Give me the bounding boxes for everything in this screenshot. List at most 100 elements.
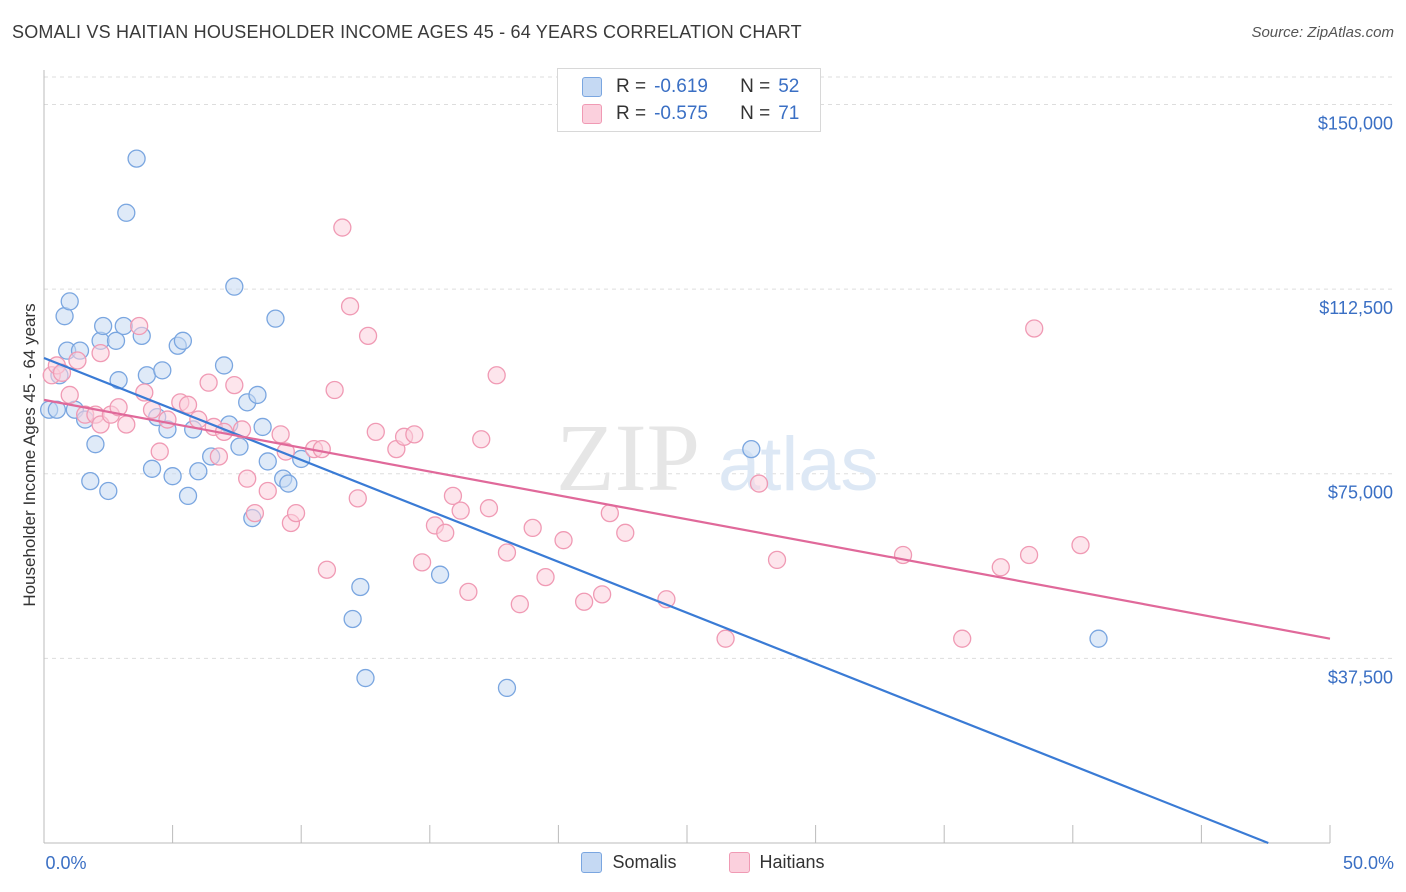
data-point-somalis: [173, 331, 193, 350]
data-point-haitians: [348, 489, 367, 508]
data-point-somalis: [163, 467, 182, 486]
legend-r-value: -0.619: [654, 76, 708, 97]
data-point-haitians: [459, 582, 478, 602]
legend-swatch-somalis: [582, 77, 602, 97]
y-tick-labels: $37,500 $75,000 $112,500 $150,000: [1318, 113, 1393, 687]
legend-n-value: 52: [778, 76, 800, 97]
y-tick-label: $37,500: [1328, 667, 1393, 687]
data-point-somalis: [266, 309, 285, 328]
bottom-legend-label-somalis: Somalis: [612, 852, 677, 872]
data-point-haitians: [286, 503, 306, 523]
source-label: Source: ZipAtlas.com: [1251, 24, 1394, 41]
data-point-haitians: [209, 447, 229, 466]
bottom-legend-swatch-somalis: [581, 852, 603, 873]
legend-n-label: N =: [740, 103, 771, 124]
data-point-haitians: [317, 560, 337, 579]
data-point-somalis: [178, 486, 198, 506]
data-point-somalis: [258, 452, 277, 471]
legend-row-somalis: R = -0.619 N = 52: [582, 74, 799, 100]
trendlines: [43, 357, 1331, 845]
bottom-legend-somalis: Somalis: [581, 852, 677, 873]
data-point-haitians: [412, 553, 432, 572]
bottom-legend-swatch-haitians: [728, 852, 750, 873]
data-point-somalis: [343, 609, 362, 629]
legend-n-label: N =: [740, 76, 771, 97]
data-point-somalis: [114, 316, 133, 336]
y-axis-label: Householder Income Ages 45 - 64 years: [20, 303, 39, 606]
data-point-somalis: [99, 481, 118, 501]
data-point-haitians: [60, 385, 79, 405]
data-point-somalis: [497, 678, 517, 698]
data-point-haitians: [333, 218, 352, 237]
data-point-haitians: [451, 501, 470, 520]
y-tick-label: $75,000: [1328, 483, 1393, 503]
data-point-haitians: [366, 422, 385, 442]
data-point-somalis: [1089, 629, 1108, 648]
bottom-legend-label-haitians: Haitians: [759, 852, 825, 872]
data-point-somalis: [137, 366, 157, 385]
y-tick-label: $112,500: [1319, 298, 1393, 318]
y-tick-label: $150,000: [1318, 113, 1393, 133]
data-point-somalis: [94, 316, 113, 336]
data-point-haitians: [472, 430, 491, 449]
data-point-haitians: [436, 523, 455, 542]
legend-r-value: -0.575: [654, 103, 708, 124]
data-point-haitians: [130, 316, 149, 336]
data-point-haitians: [150, 442, 169, 461]
data-point-haitians: [479, 499, 499, 518]
data-point-haitians: [312, 439, 331, 459]
x-tick-labels: 0.0% 50.0%: [45, 853, 1394, 873]
data-point-somalis: [356, 668, 375, 688]
data-point-haitians: [592, 585, 612, 604]
data-point-haitians: [616, 523, 635, 542]
data-point-haitians: [325, 380, 344, 400]
trendline-haitians: [43, 398, 1331, 640]
x-tick-label-min: 0.0%: [45, 853, 86, 873]
data-point-somalis: [742, 439, 761, 459]
data-point-haitians: [238, 469, 257, 488]
series-haitians-points: [42, 218, 1090, 648]
bottom-legend: Somalis Haitians: [0, 852, 1406, 873]
data-point-haitians: [716, 629, 735, 648]
data-point-haitians: [405, 425, 424, 444]
data-point-somalis: [153, 361, 172, 380]
data-point-haitians: [199, 373, 218, 392]
data-point-haitians: [497, 543, 517, 562]
data-point-haitians: [510, 595, 529, 614]
data-point-haitians: [443, 486, 463, 506]
legend-r-label: R =: [616, 76, 647, 97]
axes: [43, 70, 1331, 844]
data-point-somalis: [189, 462, 208, 481]
data-point-haitians: [91, 343, 110, 363]
data-point-haitians: [340, 297, 360, 316]
data-point-haitians: [178, 395, 198, 414]
bottom-legend-haitians: Haitians: [728, 852, 825, 873]
legend-n-value: 71: [778, 103, 800, 124]
data-point-somalis: [225, 277, 244, 296]
data-point-somalis: [60, 292, 79, 311]
data-point-haitians: [358, 326, 378, 346]
data-point-somalis: [230, 437, 249, 456]
data-point-haitians: [117, 415, 136, 434]
data-point-haitians: [225, 375, 244, 395]
chart-title: SOMALI VS HAITIAN HOUSEHOLDER INCOME AGE…: [12, 22, 802, 42]
data-point-somalis: [86, 435, 105, 454]
data-point-haitians: [158, 410, 177, 429]
data-point-haitians: [554, 531, 573, 550]
data-point-somalis: [142, 459, 162, 478]
data-point-somalis: [351, 577, 370, 597]
data-point-haitians: [767, 550, 787, 570]
data-point-haitians: [271, 425, 290, 444]
data-point-somalis: [81, 471, 100, 491]
data-point-haitians: [523, 518, 542, 538]
x-tick-label-max: 50.0%: [1343, 853, 1394, 873]
data-point-haitians: [109, 398, 128, 417]
data-point-haitians: [991, 558, 1010, 577]
data-point-haitians: [953, 629, 972, 648]
data-point-haitians: [258, 481, 277, 501]
watermark-atlas: atlas: [718, 422, 879, 507]
data-point-somalis: [106, 331, 126, 350]
data-point-haitians: [68, 351, 87, 370]
data-point-haitians: [749, 474, 769, 493]
legend-row-haitians: R = -0.575 N = 71: [582, 101, 799, 127]
